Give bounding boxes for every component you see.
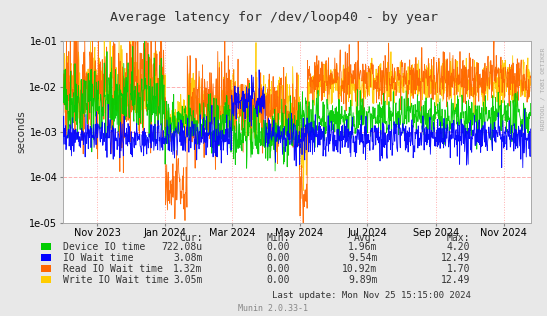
Text: 9.54m: 9.54m <box>348 253 377 263</box>
Text: Last update: Mon Nov 25 15:15:00 2024: Last update: Mon Nov 25 15:15:00 2024 <box>271 291 470 300</box>
Text: 0.00: 0.00 <box>266 264 290 274</box>
Text: 12.49: 12.49 <box>441 253 470 263</box>
Text: 0.00: 0.00 <box>266 253 290 263</box>
Y-axis label: seconds: seconds <box>16 111 27 153</box>
Text: 1.32m: 1.32m <box>173 264 202 274</box>
Text: 1.96m: 1.96m <box>348 242 377 252</box>
Text: Cur:: Cur: <box>179 233 202 243</box>
Text: Read IO Wait time: Read IO Wait time <box>63 264 163 274</box>
Text: Munin 2.0.33-1: Munin 2.0.33-1 <box>238 304 309 313</box>
Text: 3.08m: 3.08m <box>173 253 202 263</box>
Text: IO Wait time: IO Wait time <box>63 253 133 263</box>
Text: 3.05m: 3.05m <box>173 275 202 285</box>
Text: 4.20: 4.20 <box>447 242 470 252</box>
Text: Min:: Min: <box>266 233 290 243</box>
Text: Avg:: Avg: <box>354 233 377 243</box>
Text: 722.08u: 722.08u <box>161 242 202 252</box>
Text: 0.00: 0.00 <box>266 275 290 285</box>
Text: 0.00: 0.00 <box>266 242 290 252</box>
Text: Average latency for /dev/loop40 - by year: Average latency for /dev/loop40 - by yea… <box>109 11 438 24</box>
Text: RRDTOOL / TOBI OETIKER: RRDTOOL / TOBI OETIKER <box>541 47 546 130</box>
Text: 1.70: 1.70 <box>447 264 470 274</box>
Text: 12.49: 12.49 <box>441 275 470 285</box>
Text: 9.89m: 9.89m <box>348 275 377 285</box>
Text: Device IO time: Device IO time <box>63 242 145 252</box>
Text: 10.92m: 10.92m <box>342 264 377 274</box>
Text: Write IO Wait time: Write IO Wait time <box>63 275 168 285</box>
Text: Max:: Max: <box>447 233 470 243</box>
